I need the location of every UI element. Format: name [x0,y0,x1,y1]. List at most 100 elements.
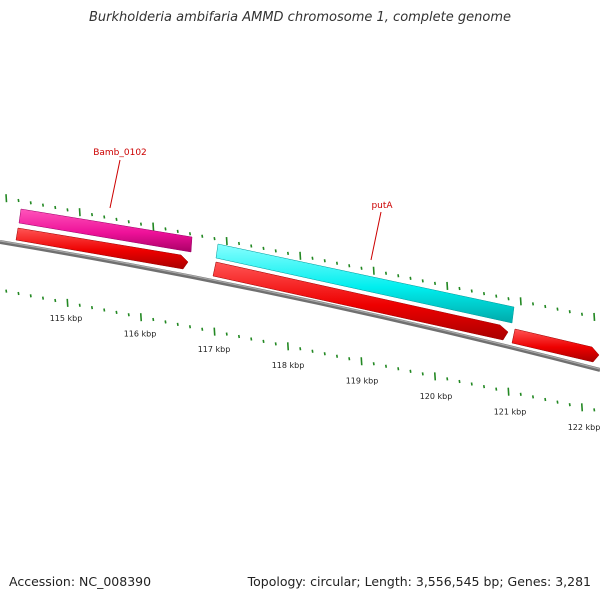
outer-ring-tick [519,297,522,306]
cds-feature-2[interactable] [212,261,509,341]
accession-text: Accession: NC_008390 [9,574,152,589]
gene-feature-puta[interactable] [215,243,515,324]
outer-ring-tick [372,266,375,275]
outer-ring-tick [5,194,8,203]
outer-ring-tick [495,294,498,298]
outer-ring-tick [213,236,216,241]
outer-ring-tick [360,266,363,270]
outer-ring-tick [299,251,302,260]
outer-ring-tick [139,222,143,226]
inner-ring-tick [237,334,241,339]
outer-tick-ring [5,194,596,321]
outer-ring-tick [433,281,437,286]
outer-ring-tick [593,312,596,321]
inner-ring-tick [495,387,498,391]
outer-ring-tick [176,229,179,233]
puta-leader [370,211,382,261]
inner-ring-tick [139,313,143,322]
inner-ring-tick [250,337,253,341]
inner-ring-tick [433,372,437,381]
inner-ring-tick [360,357,363,366]
outer-ring-tick [225,237,228,246]
inner-ring-tick [335,354,339,358]
tick-label: 122 kbp [568,423,600,432]
cds-feature-3[interactable] [511,328,600,363]
tick-labels: 115 kbp 116 kbp 117 kbp 118 kbp 119 kbp 120 k… [50,314,600,432]
outer-ring-tick [29,201,32,205]
inner-ring-tick [556,400,559,404]
outer-ring-tick [446,281,449,290]
outer-ring-tick [17,198,20,203]
outer-ring-tick [250,244,253,248]
gene-feature-bamb-0102[interactable] [18,208,193,253]
outer-ring-tick [201,234,204,238]
outer-ring-tick [311,256,314,260]
tick-label: 119 kbp [346,376,379,385]
map-title: Burkholderia ambifaria AMMD chromosome 1… [88,10,512,25]
tick-label: 117 kbp [198,345,231,354]
outer-ring-tick [127,220,130,224]
inner-ring-tick [299,347,302,351]
inner-ring-tick [544,397,547,402]
inner-ring-tick [274,342,277,346]
outer-ring-tick [482,291,486,296]
outer-ring-tick [188,232,192,236]
outer-ring-tick [237,241,241,246]
inner-ring-tick [482,384,486,389]
inner-ring-tick [348,357,351,361]
outer-ring-tick [103,215,106,219]
inner-ring-tick [201,327,204,331]
outer-ring-tick [397,274,400,278]
inner-ring-tick [152,317,155,322]
inner-ring-tick [397,367,400,371]
outer-ring-tick [544,304,547,309]
inner-ring-tick [176,322,179,326]
inner-ring-tick [103,308,106,312]
gene-label-puta[interactable]: putA [371,201,393,211]
inner-ring-tick [225,332,228,336]
outer-ring-tick [580,312,584,316]
cds-feature-1[interactable] [15,227,189,270]
inner-ring-tick [188,325,192,329]
outer-ring-tick [152,222,155,231]
inner-ring-tick [593,408,596,412]
inner-ring-tick [323,352,326,356]
inner-ring-tick [458,379,461,384]
tick-label: 116 kbp [124,330,157,339]
inner-ring-tick [384,364,388,368]
outer-ring-tick [54,205,57,210]
outer-ring-tick [41,203,45,207]
tick-label: 115 kbp [50,314,83,323]
genome-summary-text: Topology: circular; Length: 3,556,545 bp… [247,574,591,589]
outer-ring-tick [78,208,81,217]
inner-ring-tick [311,349,314,353]
outer-ring-tick [458,286,461,291]
outer-ring-tick [568,310,571,314]
inner-ring-tick [90,305,94,310]
inner-ring-tick [286,342,290,351]
outer-ring-tick [164,227,167,231]
inner-ring-tick [115,310,118,314]
tick-label: 118 kbp [272,361,305,370]
gene-label-bamb-0102[interactable]: Bamb_0102 [93,148,147,158]
inner-tick-ring [5,289,596,412]
outer-ring-tick [262,246,265,251]
inner-ring-tick [41,296,45,300]
outer-ring-tick [323,259,326,263]
outer-ring-tick [90,212,94,217]
outer-ring-tick [409,276,412,280]
bamb-0102-leader [109,159,121,209]
inner-ring-tick [507,387,510,396]
inner-ring-tick [5,289,8,293]
inner-ring-tick [568,403,571,407]
outer-ring-tick [286,251,290,255]
outer-ring-tick [384,271,388,275]
outer-ring-tick [507,297,510,301]
inner-ring-tick [372,362,375,366]
outer-ring-tick [66,208,69,212]
inner-ring-tick [446,377,449,381]
inner-ring-tick [421,372,424,376]
inner-ring-tick [164,320,167,324]
